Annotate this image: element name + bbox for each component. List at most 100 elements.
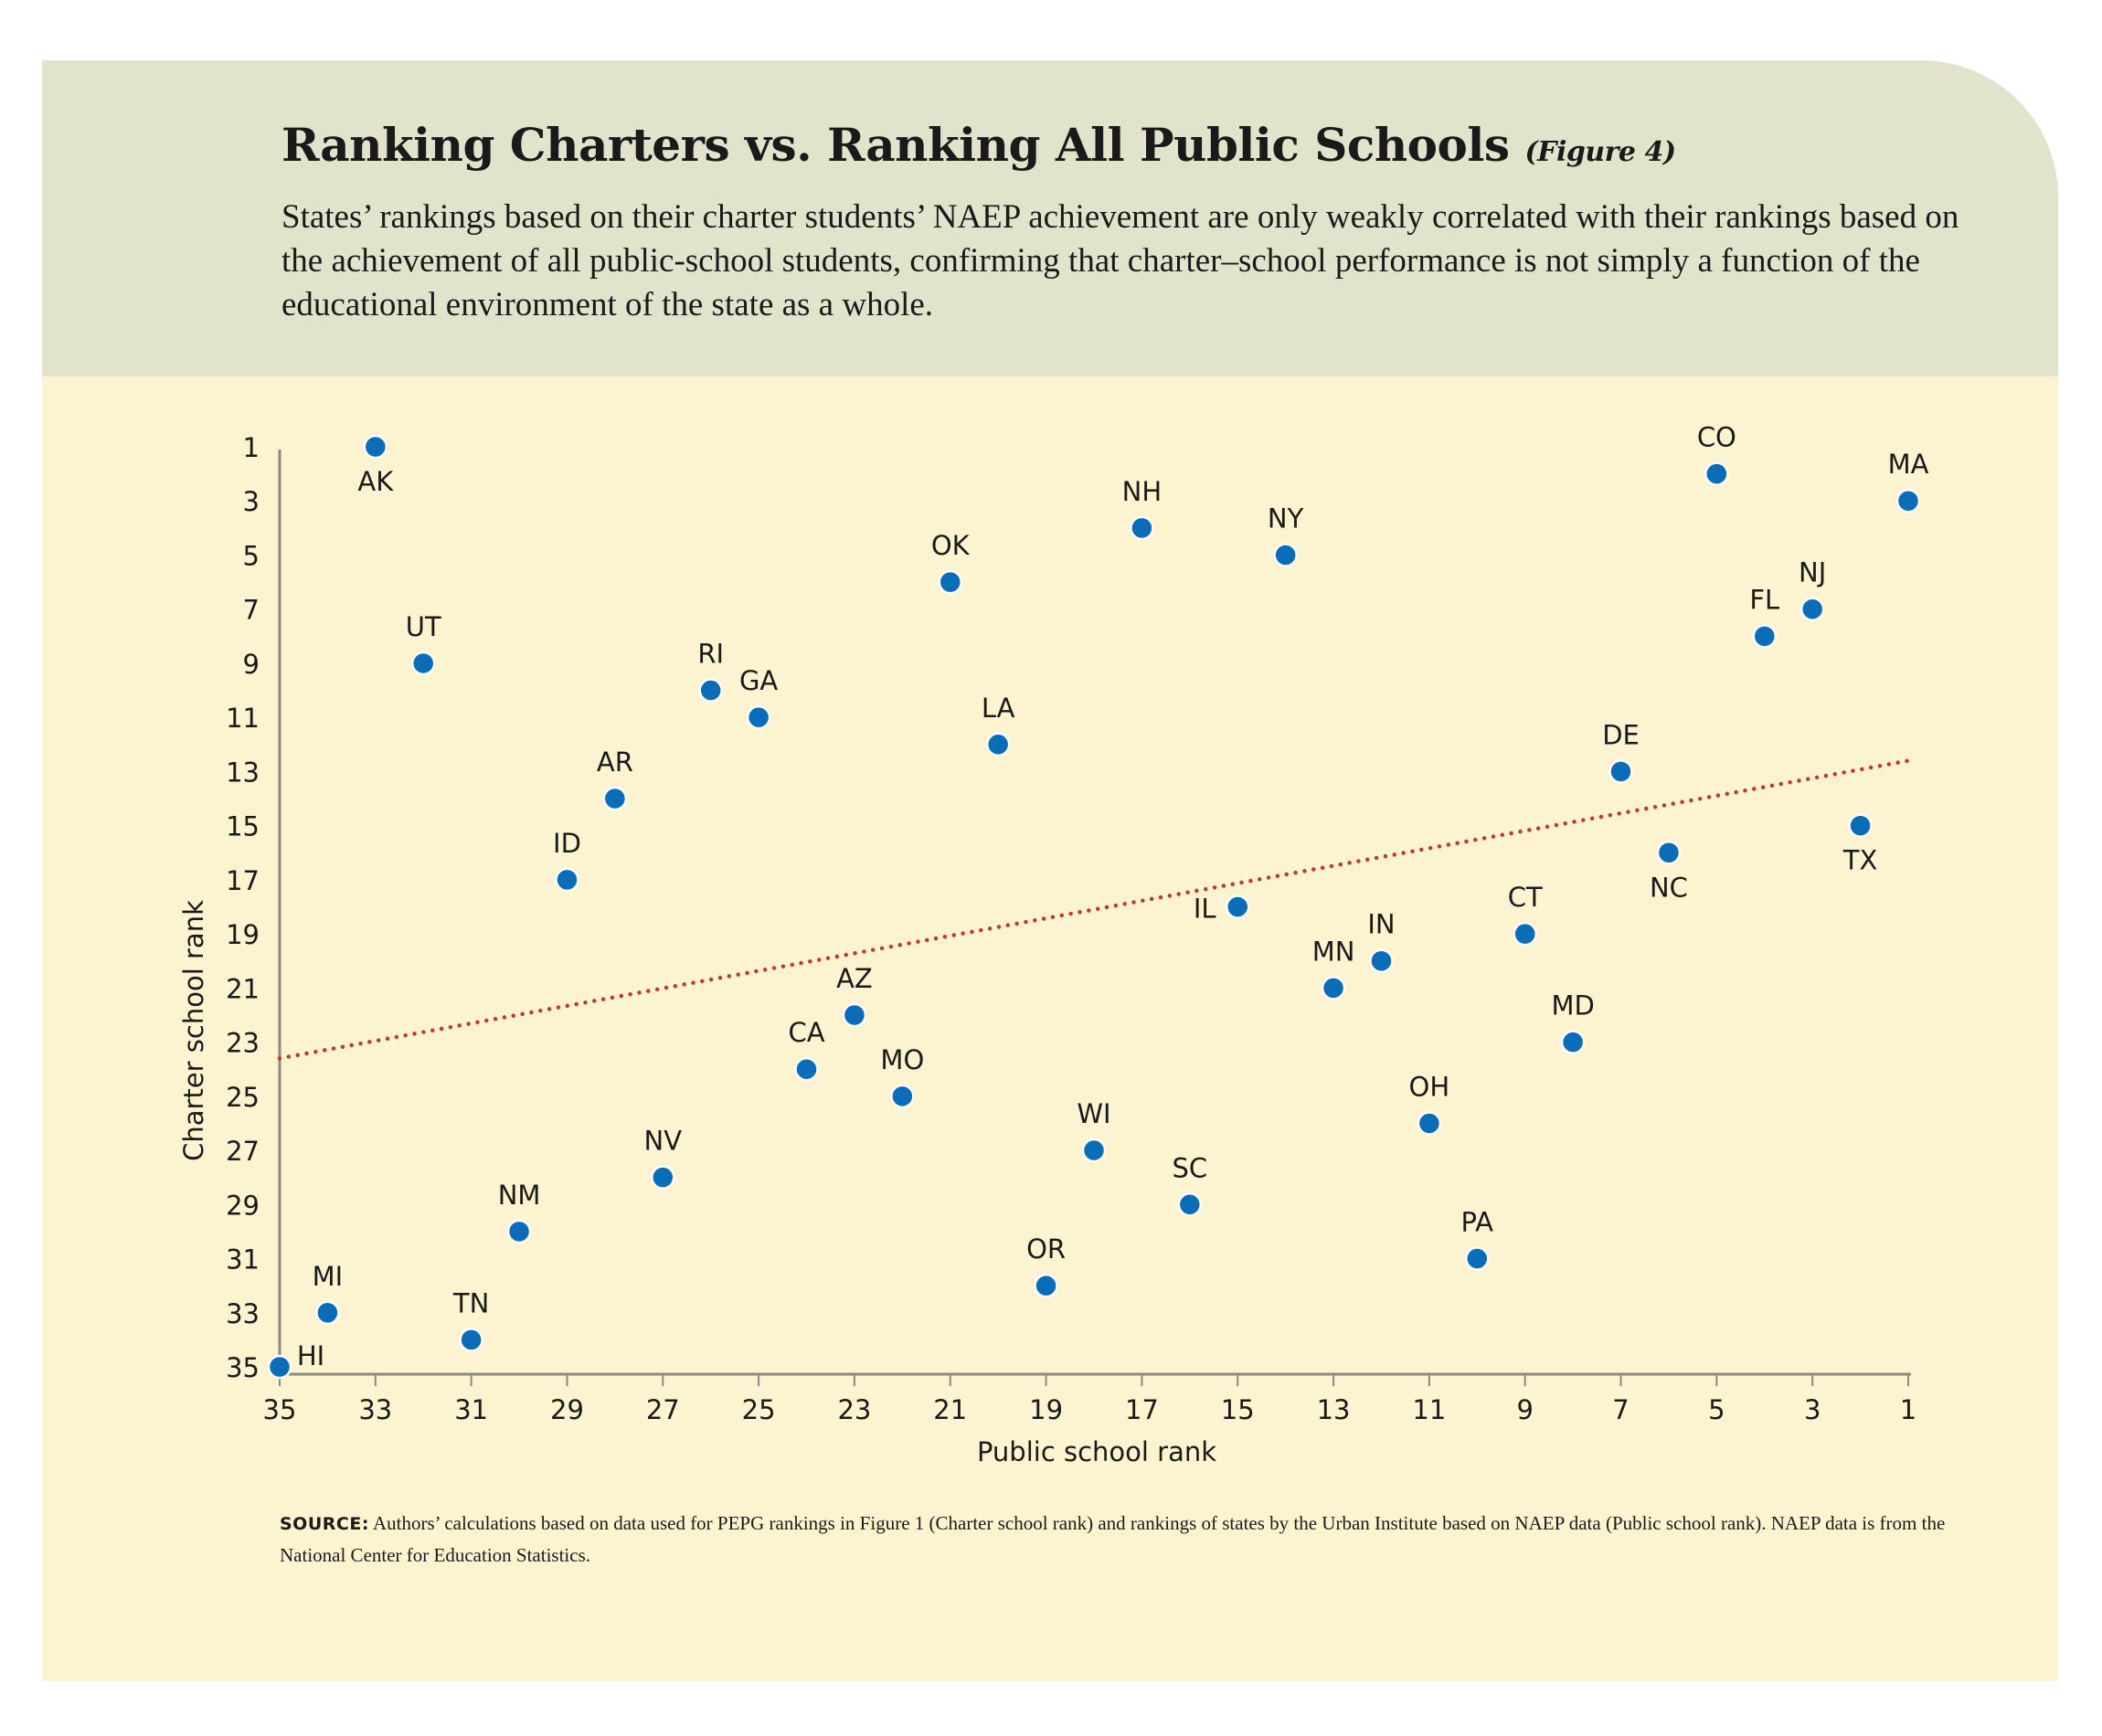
title-text: Ranking Charters vs. Ranking All Public …	[281, 118, 1510, 172]
y-tick-label: 7	[243, 595, 260, 626]
y-tick-label: 21	[226, 973, 260, 1004]
point-label: MN	[1312, 936, 1355, 967]
point-marker	[938, 569, 963, 595]
data-point-ct: CT	[1508, 882, 1543, 947]
data-point-ri: RI	[697, 639, 724, 703]
point-marker	[1225, 894, 1250, 919]
y-axis-title: Charter school rank	[178, 900, 209, 1161]
source-label: SOURCE:	[280, 1514, 369, 1534]
x-tick-label: 19	[1029, 1394, 1063, 1425]
x-tick-label: 25	[742, 1394, 776, 1425]
data-point-ca: CA	[788, 1017, 825, 1082]
y-tick-label: 27	[226, 1136, 260, 1167]
y-tick-label: 23	[226, 1028, 260, 1059]
data-point-co: CO	[1697, 422, 1736, 486]
figure-subtitle: States’ rankings based on their charter …	[281, 198, 1959, 323]
point-marker	[1895, 488, 1921, 513]
point-marker	[555, 867, 579, 893]
scatter-chart: 35 33 31 29 27 25 23 21 19 17 15 13 11 9 7 5 3 1135791113…	[178, 422, 1929, 1467]
point-marker	[1752, 624, 1778, 649]
x-tick-label: 11	[1412, 1394, 1446, 1425]
point-marker	[1130, 515, 1154, 541]
point-marker	[1513, 921, 1537, 947]
point-label: OR	[1026, 1233, 1066, 1265]
point-marker	[651, 1165, 675, 1190]
point-marker	[1608, 759, 1633, 784]
point-marker	[459, 1328, 483, 1352]
point-label: TX	[1842, 845, 1878, 876]
data-point-nm: NM	[498, 1180, 540, 1244]
data-point-ny: NY	[1268, 503, 1304, 567]
point-marker	[698, 678, 723, 703]
point-marker	[1560, 1030, 1586, 1054]
point-label: CA	[788, 1017, 824, 1048]
point-label: NY	[1268, 503, 1304, 534]
point-marker	[506, 1219, 532, 1244]
data-point-pa: PA	[1461, 1207, 1494, 1271]
data-point-nj: NJ	[1799, 557, 1826, 621]
data-point-az: AZ	[836, 963, 873, 1028]
trendline	[277, 758, 1911, 1061]
point-label: PA	[1461, 1207, 1494, 1238]
point-label: FL	[1749, 584, 1779, 615]
y-tick-label: 25	[226, 1082, 260, 1113]
point-marker	[794, 1056, 819, 1082]
point-label: TN	[452, 1287, 489, 1318]
y-tick-label: 1	[243, 432, 260, 463]
point-label: WI	[1077, 1098, 1110, 1129]
point-label: AK	[357, 466, 394, 497]
x-tick-label: 21	[933, 1394, 967, 1425]
x-tick-label: 1	[1900, 1394, 1916, 1425]
point-marker	[1656, 841, 1682, 865]
point-marker	[1417, 1111, 1442, 1136]
point-label: CT	[1508, 882, 1543, 913]
point-label: CO	[1697, 422, 1736, 453]
data-point-nv: NV	[644, 1126, 683, 1190]
data-point-ga: GA	[739, 665, 778, 730]
point-label: AR	[597, 746, 633, 778]
point-marker	[1704, 461, 1729, 486]
point-label: MI	[313, 1261, 344, 1292]
point-label: UT	[406, 611, 441, 642]
point-label: RI	[697, 639, 724, 670]
data-point-ok: OK	[931, 530, 971, 595]
y-tick-label: 3	[243, 486, 260, 517]
data-point-de: DE	[1602, 719, 1640, 784]
x-tick-label: 29	[550, 1394, 584, 1425]
point-label: NV	[644, 1126, 683, 1157]
data-point-sc: SC	[1172, 1152, 1207, 1217]
point-marker	[1799, 597, 1825, 621]
y-tick-label: 33	[226, 1298, 260, 1329]
x-tick-label: 13	[1317, 1394, 1351, 1425]
data-point-nh: NH	[1122, 476, 1162, 541]
point-label: MA	[1888, 449, 1929, 480]
point-marker	[1034, 1273, 1058, 1298]
data-point-or: OR	[1026, 1233, 1066, 1298]
point-marker	[1177, 1192, 1203, 1217]
point-label: HI	[297, 1340, 324, 1371]
data-point-nc: NC	[1650, 841, 1688, 903]
point-marker	[746, 704, 771, 730]
data-point-mo: MO	[880, 1044, 924, 1109]
point-label: DE	[1602, 719, 1640, 750]
point-label: LA	[982, 693, 1015, 724]
source-text: Authors’ calculations based on data used…	[280, 1512, 1946, 1566]
y-tick-label: 29	[226, 1190, 260, 1221]
data-point-wi: WI	[1077, 1098, 1111, 1163]
data-point-ar: AR	[597, 746, 633, 811]
y-tick-label: 17	[226, 865, 260, 896]
x-tick-label: 5	[1708, 1394, 1725, 1425]
point-label: OH	[1409, 1071, 1450, 1102]
point-label: MD	[1551, 990, 1594, 1021]
point-marker	[985, 732, 1011, 757]
y-tick-label: 11	[226, 703, 260, 734]
point-marker	[1081, 1138, 1107, 1163]
figure-header	[42, 60, 2058, 376]
y-tick-label: 5	[243, 540, 260, 571]
x-tick-label: 33	[358, 1394, 392, 1425]
y-tick-label: 15	[226, 811, 260, 842]
point-label: NC	[1650, 872, 1688, 903]
data-point-in: IN	[1367, 909, 1396, 973]
data-point-il: IL	[1194, 894, 1250, 925]
point-label: MO	[880, 1044, 924, 1075]
